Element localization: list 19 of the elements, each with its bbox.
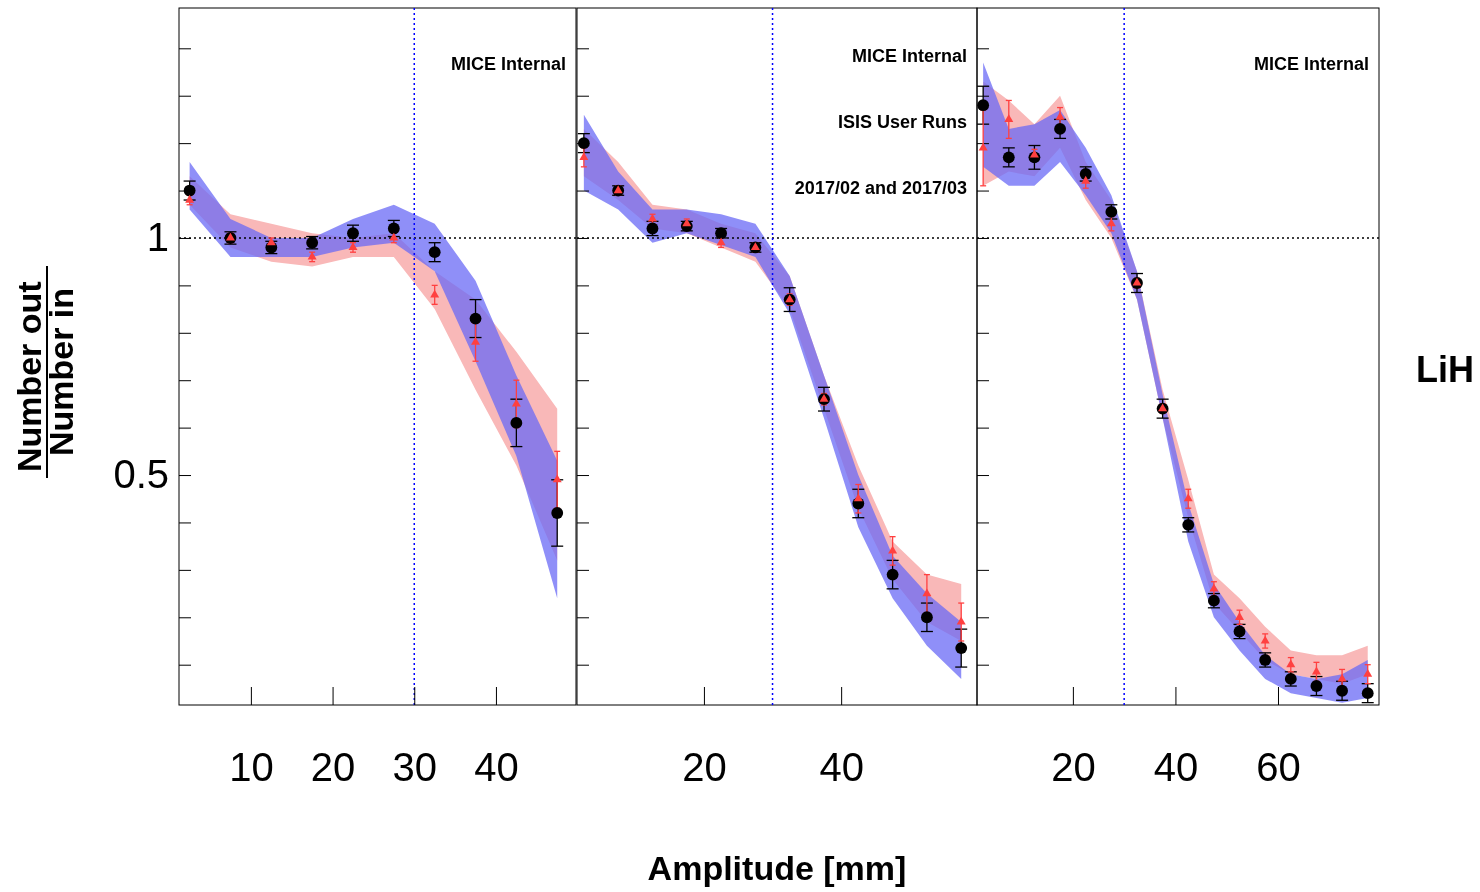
x-tick-label: 10 bbox=[229, 745, 274, 790]
annotation: 2017/02 and 2017/03 bbox=[794, 178, 967, 198]
annotation: MICE Internal bbox=[1253, 54, 1369, 74]
x-tick-label: 20 bbox=[682, 745, 727, 790]
x-tick-label: 20 bbox=[1051, 745, 1096, 790]
y2-axis-title: LiH bbox=[1416, 349, 1474, 390]
x-tick-label: 30 bbox=[392, 745, 438, 790]
x-axis-title: Amplitude [mm] bbox=[647, 849, 907, 887]
x-tick-label: 60 bbox=[1256, 745, 1301, 790]
annotation: ISIS User Runs bbox=[837, 112, 967, 132]
annotation: MICE Internal bbox=[851, 46, 967, 66]
x-tick-label: 20 bbox=[310, 745, 356, 790]
y-tick-label: 1 bbox=[146, 215, 169, 260]
annotation: MICE Internal bbox=[450, 54, 566, 74]
y-axis-title: Number out Number in bbox=[10, 271, 80, 473]
x-tick-label: 40 bbox=[1153, 745, 1199, 790]
x-tick-label: 40 bbox=[819, 745, 864, 790]
x-tick-label: 40 bbox=[474, 745, 519, 790]
y-tick-label: 0.5 bbox=[113, 452, 169, 497]
